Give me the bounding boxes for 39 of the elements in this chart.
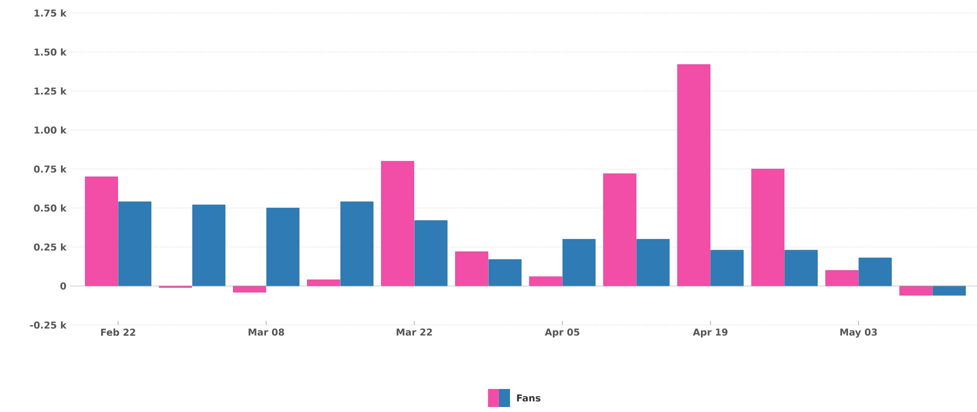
x-tick-label: May 03 [840, 328, 877, 338]
y-tick-label: 1.50 k [34, 48, 67, 56]
x-tick-label: Apr 19 [692, 328, 728, 338]
bar [381, 161, 414, 286]
bar [932, 286, 966, 296]
bar [84, 176, 118, 286]
y-tick-label: 0.25 k [34, 243, 67, 251]
y-tick-label: -0.25 k [30, 321, 67, 329]
bar [751, 168, 784, 286]
y-tick-label: 0.50 k [34, 204, 67, 212]
x-tick-label: Apr 05 [544, 328, 580, 338]
bar [307, 280, 340, 286]
bar [488, 259, 522, 286]
x-tick-label: Mar 08 [248, 328, 284, 336]
bar [677, 64, 710, 286]
bar [636, 239, 670, 286]
bar [603, 173, 636, 286]
y-tick-label: 1.00 k [34, 126, 67, 134]
bar [899, 286, 932, 296]
y-tick-label: 0.75 k [34, 165, 67, 173]
x-tick-label: Feb 22 [101, 328, 136, 336]
bar [710, 250, 744, 286]
bar [529, 276, 562, 286]
x-tick-label: Mar 22 [396, 328, 432, 336]
bar [266, 208, 300, 286]
legend-label: Fans [517, 394, 540, 402]
bar [455, 251, 488, 286]
y-tick-label: 1.75 k [34, 9, 67, 17]
bar [784, 250, 818, 286]
bar [340, 202, 374, 286]
bar [192, 204, 226, 286]
y-tick-label: 1.25 k [34, 87, 67, 95]
bar [118, 202, 152, 286]
bar [414, 220, 448, 286]
bar [233, 286, 266, 292]
bar [562, 239, 596, 286]
bar [858, 258, 892, 286]
bar [825, 270, 858, 286]
y-tick-label: 0 [60, 282, 66, 290]
